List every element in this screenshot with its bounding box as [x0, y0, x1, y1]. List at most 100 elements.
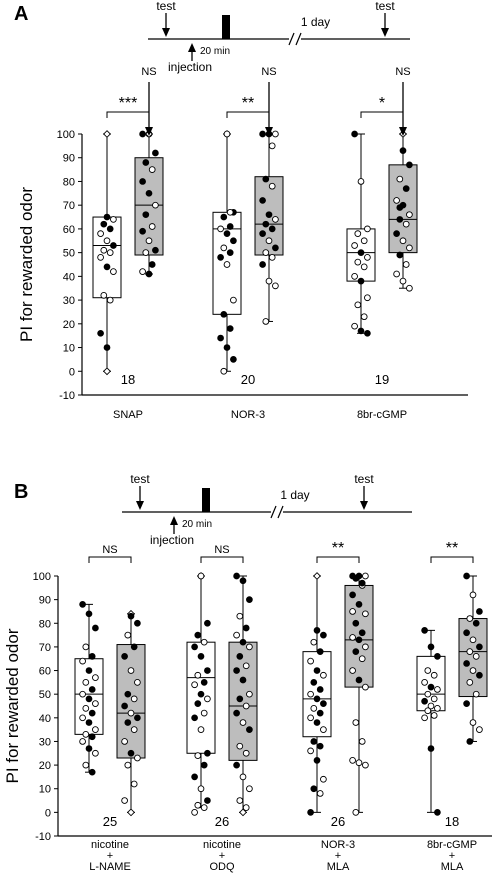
panel-b-group-1-significance-label: NS — [102, 544, 117, 556]
panel-a-group-1-after-point — [145, 237, 153, 245]
panel-b-group-3-after-point — [355, 636, 363, 644]
panel-b-group-2-category-label: + — [219, 850, 225, 862]
panel-b-group-4-before-point — [424, 707, 432, 715]
panel-b-group-1-before-point — [92, 749, 99, 757]
panel-b-group-1-before-point — [79, 690, 86, 698]
panel-b-group-1-after-point — [127, 808, 135, 817]
panel-a-y-axis-label: PI for rewarded odor — [17, 187, 36, 342]
panel-a-group-1-after-point — [145, 189, 153, 197]
panel-b-group-1-before-point — [85, 695, 93, 703]
panel-b-group-3-before-point — [320, 631, 327, 639]
panel-a-group-2-before-point — [217, 334, 224, 342]
panel-a-group-1-after-point — [142, 211, 150, 219]
panel-b-group-2-before-point — [191, 681, 198, 689]
panel-a-ytick-label: 0 — [69, 366, 75, 378]
panel-a-group-3-arrow-label: NS — [395, 66, 410, 78]
panel-a-group-2-before-point — [230, 356, 237, 363]
panel-b-ytick-label: 80 — [39, 618, 51, 630]
panel-b-group-1-after-point — [127, 749, 135, 757]
panel-a-group-1-before-point — [103, 213, 111, 221]
panel-b-group-1-before-point — [88, 653, 96, 660]
panel-b-group-4-before-point — [424, 667, 432, 674]
panel-b-group-3-after-point — [362, 572, 369, 580]
panel-b-group-3-before-point — [310, 638, 318, 646]
panel-b-group-1-before-point — [82, 705, 90, 712]
panel-b-group-2-after-point — [246, 596, 253, 603]
panel-a-group-1-after-point — [152, 201, 159, 209]
panel-a-group-2-before-point — [230, 296, 237, 304]
panel-b-group-4-after-point — [466, 679, 474, 686]
panel-b-test-right-label: test — [354, 472, 374, 486]
panel-a-group-1-after-point — [139, 268, 146, 275]
panel-b-group-4-category-label: MLA — [441, 861, 464, 873]
panel-b-group-2-before-point — [197, 726, 205, 733]
panel-b-group-4-after-point — [466, 648, 474, 655]
panel-b-ytick-label: 100 — [33, 571, 51, 583]
panel-a-group-2-significance-label: ** — [242, 95, 254, 112]
panel-a-group-3-before-point — [354, 230, 362, 238]
panel-a-group-3-before-point — [357, 249, 365, 256]
panel-b-ytick-label: -10 — [35, 831, 51, 843]
panel-a-group-1-before-point — [103, 263, 111, 271]
panel-a-ytick-label: 10 — [63, 343, 75, 355]
panel-b-group-4-before-point — [434, 686, 441, 693]
panel-a-ytick-label: 60 — [63, 224, 75, 236]
panel-b-group-1-after-point — [130, 695, 138, 703]
panel-b-group-2-before-point — [200, 638, 208, 646]
panel-b-group-1-before-point — [92, 624, 99, 632]
panel-b-group-1-after-point — [124, 690, 132, 698]
panel-b-break-mask — [271, 506, 283, 518]
panel-b-group-1-after-point — [134, 679, 141, 686]
panel-a-group-2-arrow-label: NS — [261, 66, 276, 78]
panel-a-group-2-after-point — [259, 130, 266, 138]
panel-b-break-slash-2 — [277, 505, 284, 519]
panel-b-group-4-before-point — [430, 671, 438, 679]
panel-b-group-2-before-point — [204, 619, 211, 627]
panel-b-group-4-after-point — [472, 653, 480, 660]
panel-a-group-1-before-point — [106, 296, 114, 304]
panel-a-group-3-after-point — [396, 175, 404, 183]
panel-b-group-3-after-point — [362, 643, 369, 651]
panel-b-group-1-before-point — [79, 738, 86, 745]
panel-b-group-2-before-point — [204, 695, 211, 703]
panel-b-group-2-before-point — [194, 752, 202, 759]
panel-b-group-3-after-point — [362, 683, 369, 691]
panel-a-test-left-label: test — [156, 0, 176, 13]
panel-b-group-4-before-point — [427, 643, 435, 651]
panel-a-group-1-after-point — [148, 166, 156, 173]
panel-a-group-2-before-point — [226, 325, 234, 332]
panel-b-group-3-after-point — [352, 809, 360, 816]
panel-b-group-2-before-point — [200, 679, 208, 686]
panel-b-group-2-after-point — [236, 742, 244, 750]
panel-a-group-1-before-point — [106, 225, 114, 233]
panel-a-group-2-after-point — [262, 318, 270, 325]
panel-b-group-2-before-point — [194, 801, 202, 809]
panel-a-group-2-before-point — [230, 237, 237, 245]
panel-b-group-4-after-point — [469, 636, 477, 644]
panel-a-group-3-after-point — [399, 147, 407, 154]
panel-b-group-3-before-point — [310, 679, 318, 686]
panel-b-group-2-after-point — [239, 719, 247, 726]
panel-a-group-2-after-point — [272, 282, 279, 290]
panel-b-group-2-after-point — [242, 804, 250, 811]
panel-b-group-4-after-point — [472, 619, 480, 627]
panel-b-group-1-before-point — [88, 709, 96, 717]
panel-a-group-3-after-point — [393, 230, 400, 238]
panel-b-group-1-after-point — [130, 780, 138, 788]
panel-b-group-1-before-point — [79, 601, 86, 608]
panel-a-group-3-before-point — [360, 237, 368, 245]
panel-a-group-2-after-point — [272, 244, 279, 252]
panel-b-group-4-category-label: + — [449, 850, 455, 862]
panel-a-group-1-arrow-label: NS — [141, 66, 156, 78]
panel-b-group-3-before-point — [320, 726, 327, 733]
panel-a-group-1-before-point — [100, 291, 108, 299]
panel-b-group-3-before-point — [316, 686, 324, 693]
panel-a-group-2-before-point — [220, 244, 228, 252]
panel-b-group-1-before-point — [79, 657, 86, 665]
panel-b-group-2-before-point — [194, 631, 202, 639]
panel-b-group-4-before-point — [434, 809, 441, 816]
panel-a-group-2-significance-bracket — [226, 111, 270, 118]
panel-b-group-2-before-point — [191, 773, 198, 781]
panel-b-group-3-after-point — [352, 619, 360, 627]
panel-b-group-1-after-point — [121, 702, 128, 710]
